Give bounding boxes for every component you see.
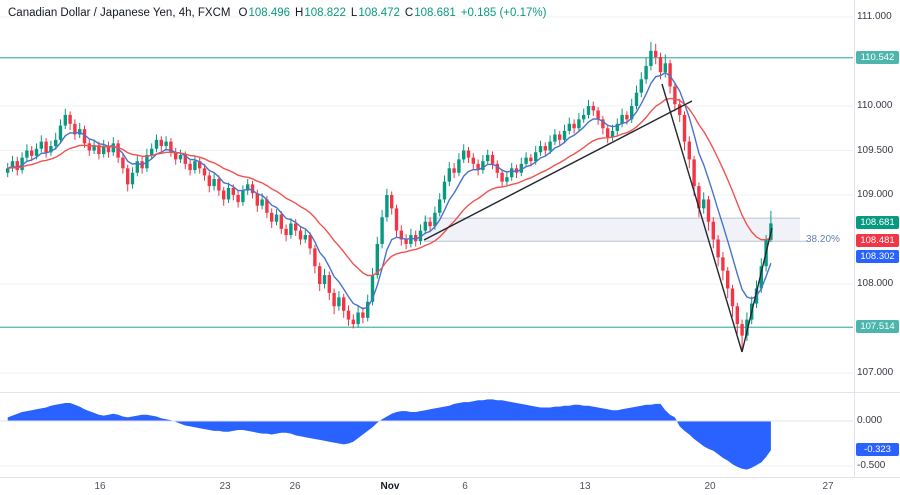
ma-fast-value-badge: 108.302	[856, 250, 899, 264]
trend-lines[interactable]	[423, 83, 773, 353]
price-axis-label: 108.000	[857, 278, 894, 289]
open-label: O	[238, 7, 248, 19]
low-value: 108.472	[358, 7, 400, 19]
horizontal-level-lines[interactable]	[0, 57, 853, 328]
fib-retracement-band[interactable]	[424, 217, 808, 242]
time-axis-label: 26	[289, 481, 301, 492]
open-value: 108.496	[248, 7, 291, 19]
time-axis-label: 13	[579, 481, 591, 492]
candlestick-series	[6, 41, 773, 351]
time-axis-label: 27	[822, 481, 834, 492]
fib-level-label: 38.20%	[806, 234, 840, 246]
high-label: H	[295, 7, 304, 19]
price-axis-label: 111.000	[857, 11, 892, 22]
price-axis-label: 107.000	[857, 367, 894, 378]
pane-separators	[0, 0, 900, 478]
close-value: 108.681	[414, 7, 456, 19]
close-label: C	[404, 7, 414, 19]
change-value: +0.185 (+0.17%)	[460, 7, 547, 19]
oscillator-value-badge: -0.323	[856, 443, 899, 457]
ohlc-readout: O 108.496 H 108.822 L 108.472 C 108.681 +0.1…	[238, 7, 546, 19]
time-axis-label: 23	[219, 481, 231, 492]
symbol-title[interactable]: Canadian Dollar / Japanese Yen, 4h, FXCM	[8, 7, 231, 19]
time-axis-label: 16	[94, 481, 106, 492]
price-axis-label: 109.000	[857, 189, 894, 200]
price-axis-label: 109.500	[857, 144, 894, 156]
lower-level-badge: 107.514	[856, 320, 899, 334]
time-axis-label: 20	[704, 481, 716, 492]
upper-level-badge: 110.542	[856, 50, 899, 64]
ma-fast-line	[7, 71, 772, 310]
ma-slow-line	[7, 97, 772, 277]
last-price-badge: 108.681	[856, 216, 899, 230]
low-label: L	[350, 7, 358, 19]
oscillator-axis-label: -0.500	[857, 460, 886, 471]
high-value: 108.822	[304, 7, 346, 19]
ma-slow-value-badge: 108.481	[856, 234, 899, 248]
time-axis-label: Nov	[380, 481, 400, 492]
oscillator-area	[0, 399, 853, 470]
oscillator-axis-label: 0.000	[857, 415, 883, 426]
chart-legend: Canadian Dollar / Japanese Yen, 4h, FXCM…	[8, 7, 546, 19]
price-axis-label: 110.000	[857, 100, 893, 111]
time-axis-label: 6	[462, 481, 468, 492]
